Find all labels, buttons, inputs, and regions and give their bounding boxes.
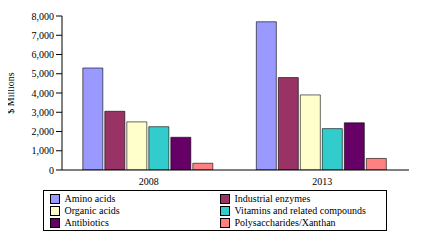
html-text:Polysaccharides/Xanthan: Polysaccharides/Xanthan [234,217,336,228]
html-text:Industrial enzymes: Industrial enzymes [234,193,311,204]
svg-text:1,000: 1,000 [32,145,55,156]
svg-text:2008: 2008 [139,176,159,187]
html-text:Organic acids: Organic acids [64,205,120,216]
svg-text:5,000: 5,000 [32,68,55,79]
svg-text:0: 0 [49,165,54,176]
svg-text:6,000: 6,000 [32,49,55,60]
svg-text:8,000: 8,000 [32,11,55,22]
svg-text:3,000: 3,000 [32,107,55,118]
svg-text:2013: 2013 [312,176,332,187]
html-text:Vitamins and related compounds: Vitamins and related compounds [234,205,366,216]
svg-text:2,000: 2,000 [32,126,55,137]
svg-text:4,000: 4,000 [32,88,55,99]
html-text:Antibiotics: Antibiotics [64,217,109,228]
html-text:Amino acids: Amino acids [64,193,116,204]
svg-text:7,000: 7,000 [32,30,55,41]
svg-text:$ Millions: $ Millions [8,72,16,114]
